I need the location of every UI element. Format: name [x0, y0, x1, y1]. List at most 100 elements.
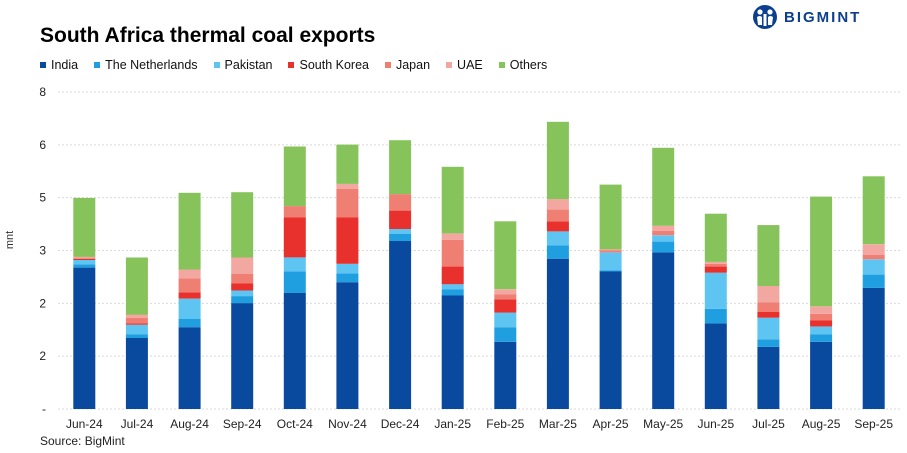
- bar-segment-south-korea-aug-24: [178, 292, 201, 299]
- legend-item-pakistan: Pakistan: [213, 58, 289, 72]
- bar-segment-pakistan-jun-25: [704, 272, 727, 309]
- bar-segment-uae-aug-24: [178, 269, 201, 279]
- legend-label: Japan: [395, 58, 431, 72]
- legend-label: Pakistan: [224, 58, 273, 72]
- bar-segment-the-netherlands-feb-25: [494, 327, 517, 342]
- bar-segment-south-korea-mar-25: [546, 221, 569, 232]
- x-tick-label: Sep-25: [854, 417, 893, 431]
- bar-segment-the-netherlands-jun-24: [73, 264, 96, 268]
- bar-segment-pakistan-feb-25: [494, 312, 517, 328]
- bar-segment-others-jul-25: [757, 225, 780, 286]
- bar-segment-uae-sep-25: [862, 244, 885, 255]
- y-tick-label: 2: [39, 296, 46, 310]
- bar-segment-others-aug-24: [178, 192, 201, 270]
- bar-segment-the-netherlands-sep-25: [862, 274, 885, 288]
- bar-segment-india-dec-24: [389, 241, 412, 409]
- bar-segment-japan-dec-24: [389, 194, 412, 211]
- x-tick-label: Apr-25: [593, 417, 629, 431]
- bar-segment-pakistan-jun-24: [73, 260, 96, 265]
- bar-segment-india-aug-25: [810, 341, 833, 409]
- bar-segment-japan-nov-24: [336, 189, 359, 218]
- bar-segment-pakistan-jul-25: [757, 317, 780, 340]
- y-tick-label: -: [42, 402, 46, 416]
- bar-segment-the-netherlands-may-25: [652, 241, 675, 253]
- bar-segment-japan-jun-24: [73, 258, 96, 259]
- bar-segment-the-netherlands-sep-24: [231, 296, 254, 304]
- bar-segment-uae-jun-24: [73, 256, 96, 259]
- legend-swatch: [94, 62, 101, 68]
- bar-segment-the-netherlands-jul-25: [757, 339, 780, 347]
- bar-segment-japan-jan-25: [441, 239, 464, 267]
- brand-logo: BIGMINT: [752, 4, 902, 30]
- x-tick-label: Dec-24: [381, 417, 420, 431]
- bar-segment-others-mar-25: [546, 121, 569, 200]
- x-tick-label: Jul-24: [121, 417, 154, 431]
- bar-segment-uae-jul-24: [125, 314, 148, 318]
- bar-segment-japan-apr-25: [599, 250, 622, 253]
- y-tick-label: 8: [39, 85, 46, 99]
- bar-segment-others-may-25: [652, 147, 675, 226]
- bar-segment-south-korea-jun-24: [73, 258, 96, 260]
- bar-segment-pakistan-dec-24: [389, 228, 412, 234]
- bar-segment-uae-feb-25: [494, 289, 517, 295]
- legend-item-the-netherlands: The Netherlands: [94, 58, 213, 72]
- bar-segment-others-oct-24: [283, 146, 306, 207]
- bar-segment-the-netherlands-mar-25: [546, 245, 569, 259]
- y-tick-label: 3: [39, 244, 46, 258]
- bar-segment-others-jun-24: [73, 197, 96, 257]
- bar-segment-india-jul-25: [757, 346, 780, 409]
- legend-swatch: [498, 62, 505, 68]
- y-tick-label: 2: [39, 349, 46, 363]
- bar-segment-india-sep-25: [862, 287, 885, 409]
- y-tick-label: 5: [39, 191, 46, 205]
- x-tick-label: Aug-24: [170, 417, 209, 431]
- bar-segment-india-jun-24: [73, 267, 96, 409]
- legend-item-japan: Japan: [384, 58, 446, 72]
- bar-segment-japan-mar-25: [546, 209, 569, 222]
- bar-segment-india-jan-25: [441, 295, 464, 409]
- bar-segment-uae-jun-25: [704, 261, 727, 264]
- bar-segment-india-mar-25: [546, 258, 569, 409]
- bar-segment-india-apr-25: [599, 271, 622, 409]
- bar-segment-india-aug-24: [178, 327, 201, 409]
- legend-swatch: [213, 62, 220, 68]
- bar-segment-uae-apr-25: [599, 249, 622, 251]
- source-note: Source: BigMint: [40, 434, 125, 448]
- bar-segment-others-aug-25: [810, 196, 833, 307]
- bar-segment-south-korea-jul-24: [125, 323, 148, 325]
- bar-segment-others-apr-25: [599, 184, 622, 250]
- bar-segment-south-korea-nov-24: [336, 217, 359, 264]
- legend-swatch: [384, 62, 391, 68]
- bar-segment-the-netherlands-aug-25: [810, 334, 833, 342]
- x-tick-label: Jun-25: [697, 417, 734, 431]
- x-tick-label: Mar-25: [539, 417, 577, 431]
- x-tick-label: Oct-24: [277, 417, 313, 431]
- bar-segment-others-sep-24: [231, 192, 254, 258]
- bar-segment-south-korea-dec-24: [389, 210, 412, 229]
- bar-segment-the-netherlands-jan-25: [441, 289, 464, 296]
- x-tick-label: Aug-25: [802, 417, 841, 431]
- bar-segment-south-korea-jun-25: [704, 266, 727, 273]
- legend-label: Others: [509, 58, 548, 72]
- bar-segment-japan-sep-25: [862, 254, 885, 260]
- bar-segment-pakistan-oct-24: [283, 257, 306, 272]
- x-tick-label: Jun-24: [66, 417, 103, 431]
- bar-segment-pakistan-sep-24: [231, 290, 254, 297]
- legend-item-uae: UAE: [446, 58, 499, 72]
- bar-segment-japan-aug-24: [178, 278, 201, 293]
- legend-label: South Korea: [299, 58, 369, 72]
- bar-segment-the-netherlands-jun-25: [704, 308, 727, 324]
- bar-segment-india-jul-24: [125, 338, 148, 409]
- bar-segment-pakistan-aug-25: [810, 326, 833, 335]
- bar-segment-japan-aug-25: [810, 313, 833, 321]
- legend-item-india: India: [40, 58, 94, 72]
- bar-segment-uae-jan-25: [441, 233, 464, 240]
- bar-segment-pakistan-mar-25: [546, 231, 569, 246]
- bar-segment-others-jan-25: [441, 166, 464, 234]
- bar-segment-uae-may-25: [652, 225, 675, 231]
- legend-label: The Netherlands: [105, 58, 198, 72]
- bar-segment-japan-may-25: [652, 230, 675, 236]
- chart-legend: India The Netherlands Pakistan South Korea J…: [40, 58, 563, 72]
- bar-segment-uae-sep-24: [231, 257, 254, 274]
